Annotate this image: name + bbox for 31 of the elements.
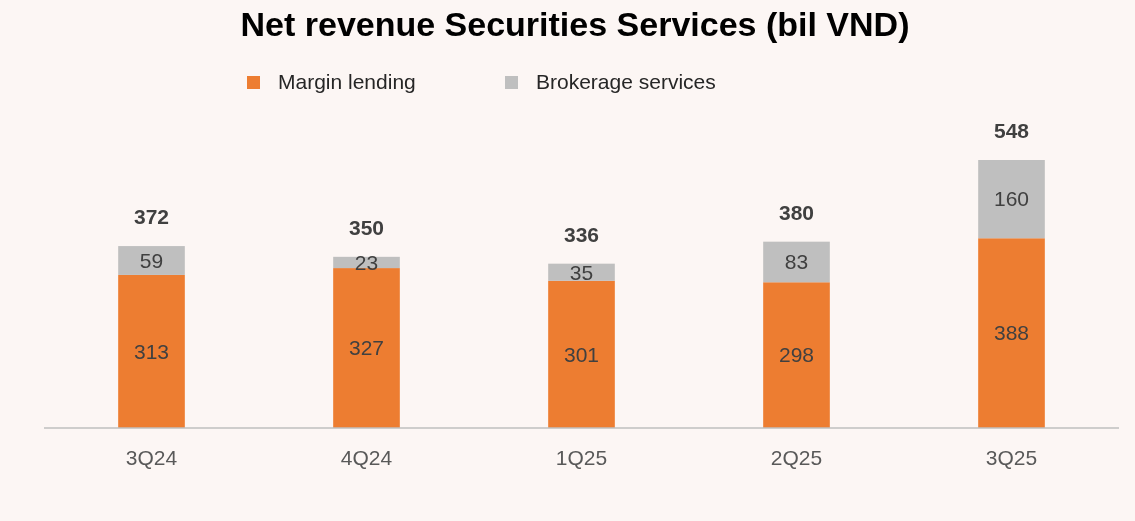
data-label: 313 [133, 339, 170, 363]
x-tick-label: 3Q24 [125, 446, 178, 470]
data-label: 35 [569, 260, 594, 284]
bar [548, 280, 615, 428]
data-label: 160 [993, 187, 1030, 211]
x-tick-label: 2Q25 [770, 446, 823, 470]
data-label: 23 [354, 250, 379, 274]
data-label: 59 [139, 248, 164, 272]
bar [978, 238, 1045, 428]
bar [118, 274, 185, 428]
bar [763, 282, 830, 428]
data-label: 388 [993, 321, 1030, 345]
legend-label: Brokerage services [536, 70, 716, 94]
bar [333, 268, 400, 428]
x-tick-label: 1Q25 [555, 446, 608, 470]
total-label: 548 [993, 119, 1030, 142]
data-label: 83 [784, 250, 809, 274]
total-label: 372 [133, 205, 170, 229]
bar [118, 246, 185, 275]
data-label: 301 [563, 342, 600, 366]
chart-title: Net revenue Securities Services (bil VND) [240, 5, 910, 43]
total-label: 350 [348, 215, 385, 239]
total-label: 336 [563, 222, 600, 246]
x-tick-label: 4Q24 [340, 446, 393, 470]
bar [978, 160, 1045, 239]
total-label: 380 [778, 200, 815, 224]
data-label: 298 [778, 343, 815, 367]
legend-label: Margin lending [278, 70, 416, 94]
data-label: 327 [348, 336, 385, 360]
x-tick-label: 3Q25 [985, 446, 1038, 470]
bar [763, 241, 830, 283]
